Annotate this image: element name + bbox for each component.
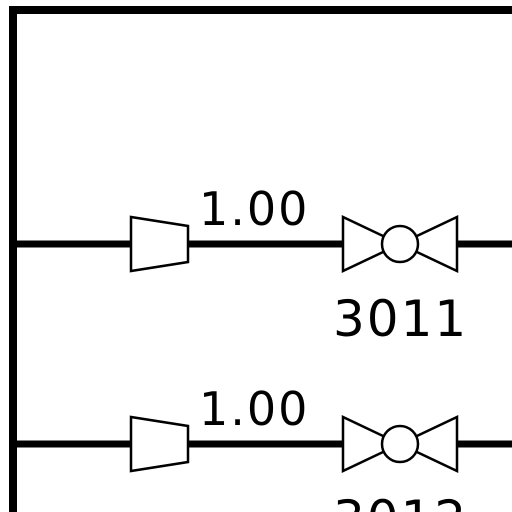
line-size-label: 1.00 — [199, 382, 309, 436]
line-size-label: 1.00 — [199, 182, 309, 236]
gate-valve-icon — [341, 215, 459, 273]
valve-tag-label: 3012 — [333, 490, 468, 512]
branch-1: 1.00 3011 — [13, 182, 512, 348]
reducer-icon — [129, 215, 190, 273]
branch-2: 1.00 3012 — [13, 382, 512, 512]
valve-tag-label: 3011 — [333, 290, 468, 348]
gate-valve-icon — [341, 415, 459, 473]
reducer-icon — [129, 415, 190, 473]
